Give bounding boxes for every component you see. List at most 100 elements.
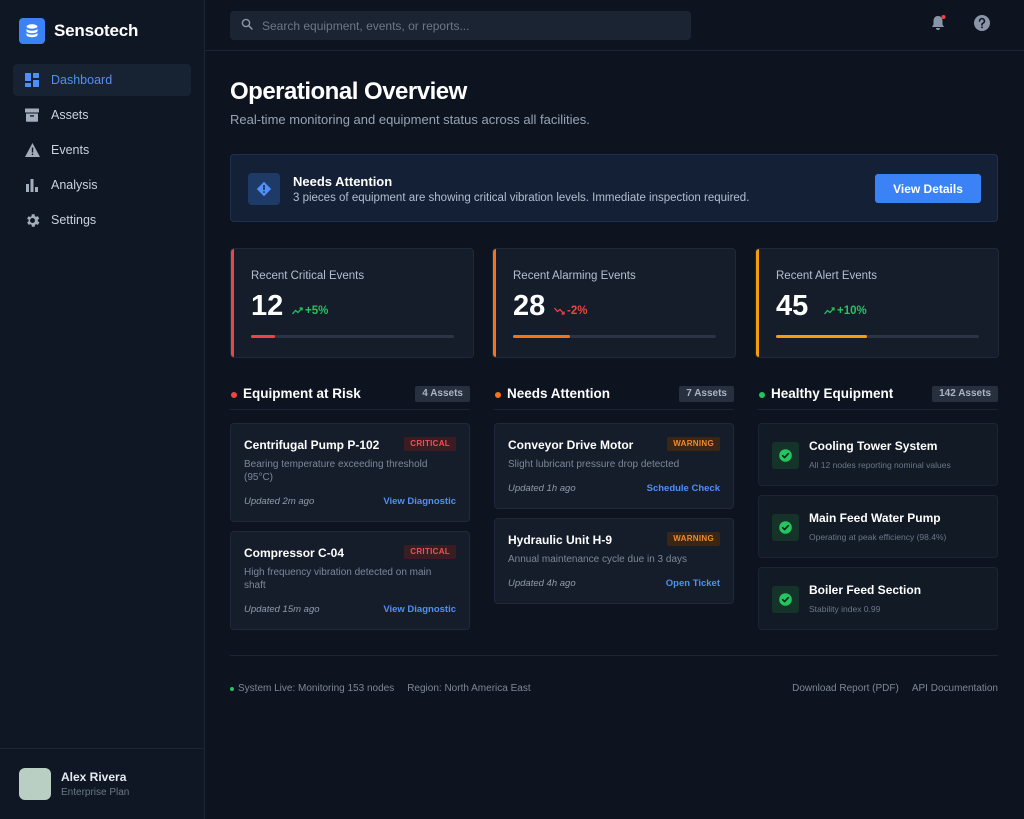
- sidebar-item-analysis[interactable]: Analysis: [13, 169, 191, 201]
- stat-label: Recent Critical Events: [251, 270, 365, 282]
- footer-links: Download Report (PDF) API Documentation: [792, 683, 998, 694]
- equipment-card[interactable]: Hydraulic Unit H-9 WARNING Annual mainte…: [494, 518, 734, 604]
- gear-icon: [23, 211, 41, 229]
- card-description: High frequency vibration detected on mai…: [244, 567, 432, 591]
- view-diagnostic-link[interactable]: View Diagnostic: [383, 604, 456, 615]
- sidebar-item-dashboard[interactable]: Dashboard: [13, 64, 191, 96]
- sidebar-item-label: Analysis: [51, 178, 98, 192]
- brand[interactable]: Sensotech: [19, 18, 138, 44]
- trend-up-icon: [292, 307, 303, 315]
- column-header: Needs Attention 7 Assets: [494, 384, 734, 410]
- card-title: Hydraulic Unit H-9: [508, 533, 613, 547]
- page-subtitle: Real-time monitoring and equipment statu…: [230, 112, 590, 127]
- status-dot: [759, 392, 765, 398]
- card-subtitle: Operating at peak efficiency (98.4%): [809, 532, 947, 542]
- download-report-link[interactable]: Download Report (PDF): [792, 683, 899, 694]
- card-updated: Updated 15m ago: [244, 604, 320, 615]
- card-title: Boiler Feed Section: [809, 583, 922, 597]
- sidebar-item-label: Settings: [51, 213, 97, 227]
- stat-accent: [231, 249, 234, 357]
- trend-up-icon: [824, 307, 835, 315]
- sidebar-item-assets[interactable]: Assets: [13, 99, 191, 131]
- check-circle-icon: [772, 586, 799, 613]
- attention-banner: Needs Attention 3 pieces of equipment ar…: [230, 154, 998, 222]
- stat-progress-fill: [776, 335, 868, 338]
- status-badge: WARNING: [667, 532, 720, 546]
- column-title: Needs Attention: [507, 386, 611, 401]
- stat-trend-value: -2%: [567, 305, 588, 317]
- notification-bell-icon[interactable]: [928, 13, 948, 33]
- equipment-card[interactable]: Conveyor Drive Motor WARNING Slight lubr…: [494, 423, 734, 509]
- top-header: [205, 0, 1024, 51]
- card-updated: Updated 1h ago: [508, 483, 576, 494]
- user-plan: Enterprise Plan: [61, 787, 130, 798]
- stat-trend: +5%: [292, 305, 328, 317]
- healthy-equipment-column: Healthy Equipment 142 Assets Cooling Tow…: [758, 384, 998, 630]
- status-badge: CRITICAL: [404, 437, 456, 451]
- alert-title: Needs Attention: [293, 174, 393, 189]
- stat-trend: +10%: [824, 305, 867, 317]
- card-title: Compressor C-04: [244, 546, 345, 560]
- archive-icon: [23, 106, 41, 124]
- equipment-card[interactable]: Centrifugal Pump P-102 CRITICAL Bearing …: [230, 423, 470, 522]
- stat-progress-fill: [251, 335, 276, 338]
- notification-dot: [941, 15, 946, 19]
- stat-trend-value: +10%: [837, 305, 867, 317]
- open-ticket-link[interactable]: Open Ticket: [665, 578, 720, 589]
- healthy-equipment-card[interactable]: Cooling Tower System All 12 nodes report…: [758, 423, 998, 486]
- asset-count-badge: 4 Assets: [415, 386, 470, 402]
- stat-progress: [251, 335, 454, 338]
- check-circle-icon: [772, 514, 799, 541]
- page-title: Operational Overview: [230, 78, 467, 105]
- bar-chart-icon: [23, 176, 41, 194]
- card-updated: Updated 2m ago: [244, 496, 315, 507]
- status-dot: [495, 392, 501, 398]
- card-title: Centrifugal Pump P-102: [244, 438, 380, 452]
- schedule-check-link[interactable]: Schedule Check: [646, 483, 720, 494]
- brand-name: Sensotech: [54, 21, 139, 40]
- card-title: Main Feed Water Pump: [809, 511, 941, 525]
- system-status: System Live: Monitoring 153 nodes Region…: [230, 683, 531, 694]
- stat-accent: [756, 249, 759, 357]
- card-title: Cooling Tower System: [809, 439, 938, 453]
- trend-down-icon: [554, 307, 565, 315]
- card-updated: Updated 4h ago: [508, 578, 576, 589]
- help-icon[interactable]: [972, 13, 992, 33]
- page-footer: System Live: Monitoring 153 nodes Region…: [230, 655, 998, 695]
- healthy-equipment-card[interactable]: Boiler Feed Section Stability index 0.99: [758, 567, 998, 630]
- sidebar-item-settings[interactable]: Settings: [13, 204, 191, 236]
- stat-label: Recent Alarming Events: [513, 270, 636, 282]
- avatar: [19, 768, 51, 800]
- sidebar-item-label: Assets: [51, 108, 89, 122]
- sidebar-item-events[interactable]: Events: [13, 134, 191, 166]
- api-documentation-link[interactable]: API Documentation: [911, 683, 998, 694]
- equipment-at-risk-column: Equipment at Risk 4 Assets Centrifugal P…: [230, 384, 470, 630]
- search-input[interactable]: [262, 18, 662, 33]
- stat-value: 45: [776, 290, 809, 322]
- stat-progress-fill: [513, 335, 570, 338]
- view-details-button[interactable]: View Details: [875, 174, 981, 203]
- equipment-card[interactable]: Compressor C-04 CRITICAL High frequency …: [230, 531, 470, 630]
- card-title: Conveyor Drive Motor: [508, 438, 634, 452]
- sidebar-item-label: Dashboard: [51, 73, 113, 87]
- stat-card-alarming: Recent Alarming Events 28 -2%: [492, 248, 736, 358]
- stat-label: Recent Alert Events: [776, 270, 877, 282]
- card-description: Annual maintenance cycle due in 3 days: [508, 554, 688, 565]
- status-badge: CRITICAL: [404, 545, 456, 559]
- search-bar: [230, 11, 691, 40]
- stat-progress: [513, 335, 716, 338]
- database-icon: [19, 18, 45, 44]
- sidebar-item-label: Events: [51, 143, 90, 157]
- stat-card-critical: Recent Critical Events 12 +5%: [230, 248, 474, 358]
- sidebar-nav: Dashboard Assets Events: [13, 64, 191, 239]
- stat-trend: -2%: [554, 305, 587, 317]
- healthy-equipment-card[interactable]: Main Feed Water Pump Operating at peak e…: [758, 495, 998, 558]
- stat-trend-value: +5%: [305, 305, 329, 317]
- stat-progress: [776, 335, 979, 338]
- stat-accent: [493, 249, 496, 357]
- column-header: Equipment at Risk 4 Assets: [230, 384, 470, 410]
- card-subtitle: All 12 nodes reporting nominal values: [809, 460, 951, 470]
- system-status-text: System Live: Monitoring 153 nodes: [238, 683, 395, 694]
- user-profile[interactable]: Alex Rivera Enterprise Plan: [0, 748, 205, 819]
- view-diagnostic-link[interactable]: View Diagnostic: [383, 496, 456, 507]
